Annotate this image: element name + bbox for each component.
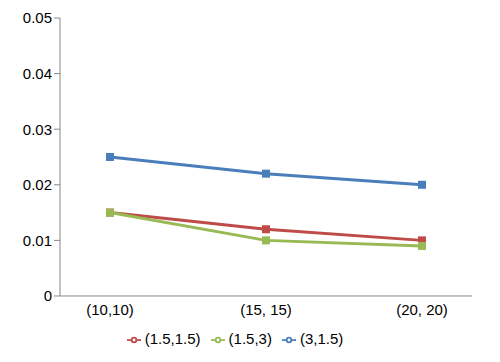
html-text:(1.5,3): (1.5,3) [228, 330, 272, 347]
svg-text:0.04: 0.04 [23, 65, 52, 82]
svg-text:(15, 15): (15, 15) [240, 301, 292, 318]
svg-text:0: 0 [44, 287, 52, 304]
svg-text:0.05: 0.05 [23, 9, 52, 26]
svg-text:0.02: 0.02 [23, 176, 52, 193]
svg-text:(20, 20): (20, 20) [396, 301, 448, 318]
svg-text:(10,10): (10,10) [86, 301, 134, 318]
svg-text:0.03: 0.03 [23, 121, 52, 138]
svg-text:0.01: 0.01 [23, 232, 52, 249]
html-text:(1.5,1.5): (1.5,1.5) [144, 330, 201, 347]
html-text:(3,1.5): (3,1.5) [299, 330, 344, 347]
